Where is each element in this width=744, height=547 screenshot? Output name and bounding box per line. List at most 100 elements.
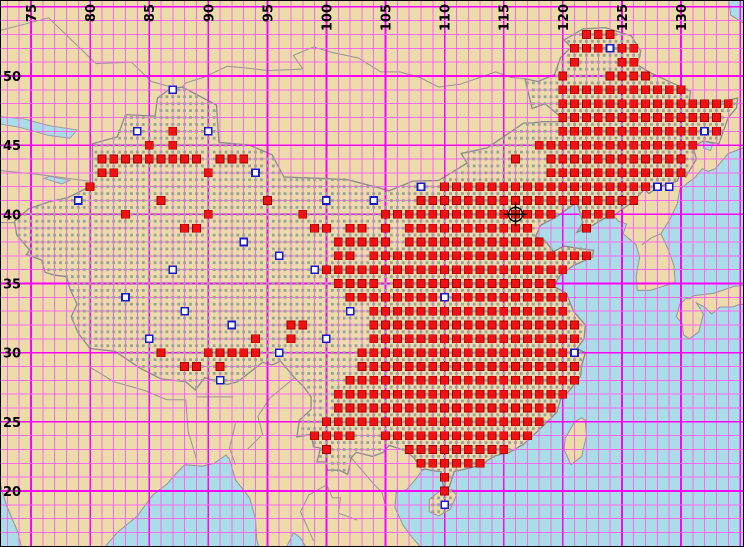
station-red-square[interactable] — [570, 43, 579, 53]
station-red-square[interactable] — [463, 458, 473, 468]
station-red-square[interactable] — [534, 389, 544, 399]
station-red-square[interactable] — [523, 237, 532, 247]
station-red-square[interactable] — [428, 458, 438, 468]
station-red-square[interactable] — [463, 334, 473, 344]
station-red-square[interactable] — [286, 320, 296, 330]
station-red-square[interactable] — [451, 182, 461, 192]
station-red-square[interactable] — [451, 223, 461, 233]
station-red-square[interactable] — [321, 417, 331, 427]
station-red-square[interactable] — [605, 71, 615, 81]
station-red-square[interactable] — [463, 389, 473, 399]
station-red-square[interactable] — [440, 431, 450, 441]
station-red-square[interactable] — [570, 362, 579, 371]
station-red-square[interactable] — [463, 251, 473, 261]
station-red-square[interactable] — [357, 223, 367, 233]
station-red-square[interactable] — [523, 279, 532, 288]
station-red-square[interactable] — [523, 389, 532, 399]
station-red-square[interactable] — [144, 154, 154, 164]
station-red-square[interactable] — [712, 126, 721, 136]
station-red-square[interactable] — [558, 251, 568, 261]
station-red-square[interactable] — [617, 57, 627, 67]
station-red-square[interactable] — [475, 362, 485, 371]
station-red-square[interactable] — [333, 237, 343, 247]
station-red-square[interactable] — [582, 99, 591, 109]
station-blue-square[interactable] — [239, 237, 249, 247]
station-red-square[interactable] — [617, 71, 627, 81]
station-red-square[interactable] — [369, 265, 379, 275]
station-red-square[interactable] — [487, 389, 497, 399]
station-red-square[interactable] — [392, 279, 402, 288]
station-red-square[interactable] — [345, 417, 355, 427]
station-red-square[interactable] — [381, 223, 390, 233]
station-red-square[interactable] — [664, 140, 674, 150]
station-red-square[interactable] — [700, 99, 709, 109]
station-red-square[interactable] — [546, 292, 556, 302]
station-red-square[interactable] — [416, 320, 426, 330]
station-red-square[interactable] — [629, 85, 639, 95]
station-red-square[interactable] — [475, 334, 485, 344]
station-red-square[interactable] — [499, 237, 509, 247]
station-red-square[interactable] — [487, 209, 497, 219]
station-red-square[interactable] — [593, 30, 603, 39]
station-red-square[interactable] — [369, 292, 379, 302]
station-red-square[interactable] — [570, 182, 579, 192]
station-red-square[interactable] — [428, 389, 438, 399]
station-red-square[interactable] — [558, 140, 568, 150]
station-red-square[interactable] — [629, 43, 639, 53]
station-red-square[interactable] — [192, 223, 201, 233]
station-red-square[interactable] — [605, 99, 615, 109]
station-red-square[interactable] — [487, 306, 497, 316]
station-red-square[interactable] — [641, 126, 650, 136]
station-red-square[interactable] — [428, 292, 438, 302]
station-red-square[interactable] — [440, 375, 450, 385]
station-red-square[interactable] — [357, 348, 367, 358]
station-red-square[interactable] — [392, 320, 402, 330]
station-red-square[interactable] — [629, 154, 639, 164]
station-red-square[interactable] — [333, 279, 343, 288]
station-red-square[interactable] — [593, 43, 603, 53]
station-blue-square[interactable] — [605, 43, 615, 53]
station-red-square[interactable] — [404, 348, 414, 358]
station-red-square[interactable] — [440, 486, 450, 496]
station-blue-square[interactable] — [700, 126, 709, 136]
station-red-square[interactable] — [712, 113, 721, 122]
station-red-square[interactable] — [570, 168, 579, 178]
station-red-square[interactable] — [310, 223, 320, 233]
station-blue-square[interactable] — [144, 334, 154, 344]
station-red-square[interactable] — [416, 348, 426, 358]
station-red-square[interactable] — [641, 71, 650, 81]
station-red-square[interactable] — [121, 209, 130, 219]
station-red-square[interactable] — [605, 30, 615, 39]
station-red-square[interactable] — [511, 431, 520, 441]
station-red-square[interactable] — [499, 445, 509, 454]
station-red-square[interactable] — [463, 223, 473, 233]
station-red-square[interactable] — [688, 99, 698, 109]
station-red-square[interactable] — [653, 85, 662, 95]
station-red-square[interactable] — [558, 126, 568, 136]
station-red-square[interactable] — [345, 403, 355, 413]
station-red-square[interactable] — [463, 417, 473, 427]
station-red-square[interactable] — [392, 209, 402, 219]
station-red-square[interactable] — [215, 154, 225, 164]
station-red-square[interactable] — [144, 140, 154, 150]
station-red-square[interactable] — [404, 320, 414, 330]
station-red-square[interactable] — [440, 265, 450, 275]
station-red-square[interactable] — [487, 223, 497, 233]
station-red-square[interactable] — [523, 292, 532, 302]
station-red-square[interactable] — [511, 306, 520, 316]
station-red-square[interactable] — [511, 237, 520, 247]
station-red-square[interactable] — [463, 182, 473, 192]
station-red-square[interactable] — [511, 182, 520, 192]
station-red-square[interactable] — [546, 279, 556, 288]
station-red-square[interactable] — [664, 168, 674, 178]
station-red-square[interactable] — [369, 375, 379, 385]
station-red-square[interactable] — [440, 182, 450, 192]
station-red-square[interactable] — [416, 417, 426, 427]
station-blue-square[interactable] — [203, 126, 213, 136]
station-red-square[interactable] — [499, 223, 509, 233]
station-red-square[interactable] — [523, 306, 532, 316]
station-red-square[interactable] — [499, 403, 509, 413]
station-red-square[interactable] — [523, 375, 532, 385]
station-red-square[interactable] — [511, 320, 520, 330]
